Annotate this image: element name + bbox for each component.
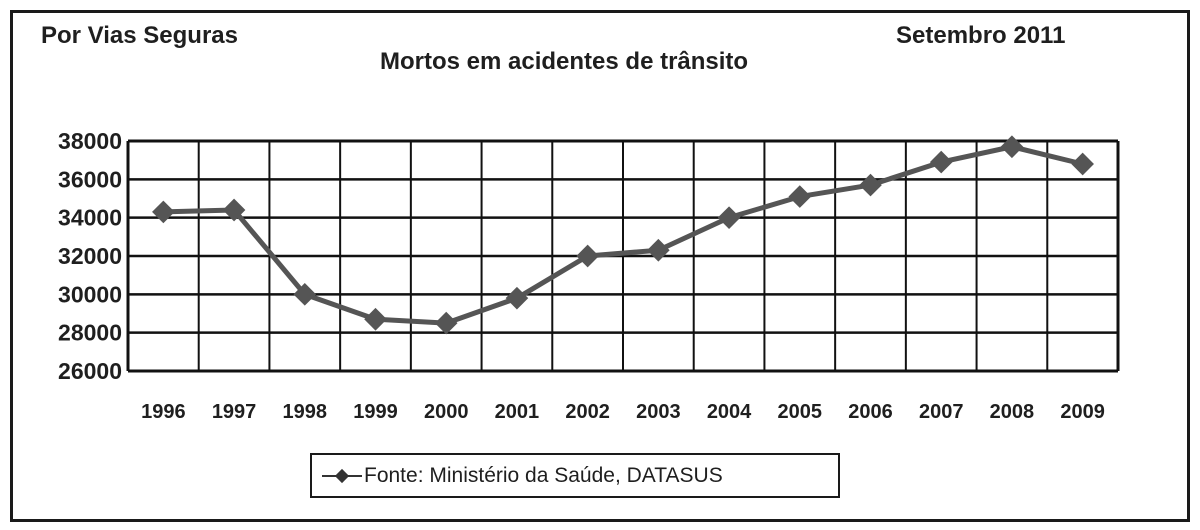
x-tick-label: 2000 <box>424 401 469 423</box>
x-tick-label: 1998 <box>283 401 328 423</box>
data-point <box>929 150 953 174</box>
data-point <box>717 206 741 229</box>
data-point <box>364 307 387 331</box>
data-point <box>576 244 599 268</box>
date-label: Setembro 2011 <box>896 22 1066 49</box>
legend-line-marker-icon <box>322 468 362 484</box>
data-point <box>859 173 882 197</box>
data-point <box>1000 135 1024 159</box>
x-tick-label: 2007 <box>919 401 964 423</box>
data-point <box>152 200 175 224</box>
data-point <box>647 238 670 262</box>
x-tick-label: 1999 <box>353 401 398 423</box>
legend: Fonte: Ministério da Saúde, DATASUS <box>310 453 840 498</box>
x-tick-label: 2004 <box>707 401 752 423</box>
x-tick-label: 2001 <box>495 401 540 423</box>
x-tick-label: 2003 <box>636 401 681 423</box>
y-axis-ticks: 38000 36000 34000 32000 30000 28000 26000 <box>58 128 122 384</box>
x-tick-label: 2005 <box>778 401 823 423</box>
x-tick-label: 2009 <box>1060 401 1105 423</box>
x-tick-label: 2002 <box>565 401 610 423</box>
series-line <box>163 144 1084 326</box>
y-tick-label: 26000 <box>58 358 122 384</box>
data-point <box>434 311 458 335</box>
data-point <box>505 286 529 310</box>
data-point <box>1071 152 1094 176</box>
y-tick-label: 34000 <box>58 205 122 231</box>
y-tick-label: 38000 <box>58 128 122 154</box>
legend-entry: Fonte: Ministério da Saúde, DATASUS <box>364 464 723 487</box>
chart-title: Mortos em acidentes de trânsito <box>380 48 749 75</box>
y-tick-label: 32000 <box>58 243 122 269</box>
y-tick-label: 28000 <box>58 320 122 346</box>
x-tick-label: 2008 <box>990 401 1035 423</box>
y-tick-label: 30000 <box>58 281 122 307</box>
chart-grid <box>126 139 1120 373</box>
x-tick-label: 2006 <box>848 401 893 423</box>
data-point <box>293 283 317 306</box>
data-point <box>788 185 812 208</box>
x-axis-ticks: 1996 1997 1998 1999 2000 2001 2002 2003 2004 2005… <box>141 401 1105 423</box>
source-label: Por Vias Seguras <box>41 22 238 49</box>
x-tick-label: 1996 <box>141 401 186 423</box>
x-tick-label: 1997 <box>212 401 257 423</box>
y-tick-label: 36000 <box>58 166 122 192</box>
chart-frame <box>10 10 1190 522</box>
